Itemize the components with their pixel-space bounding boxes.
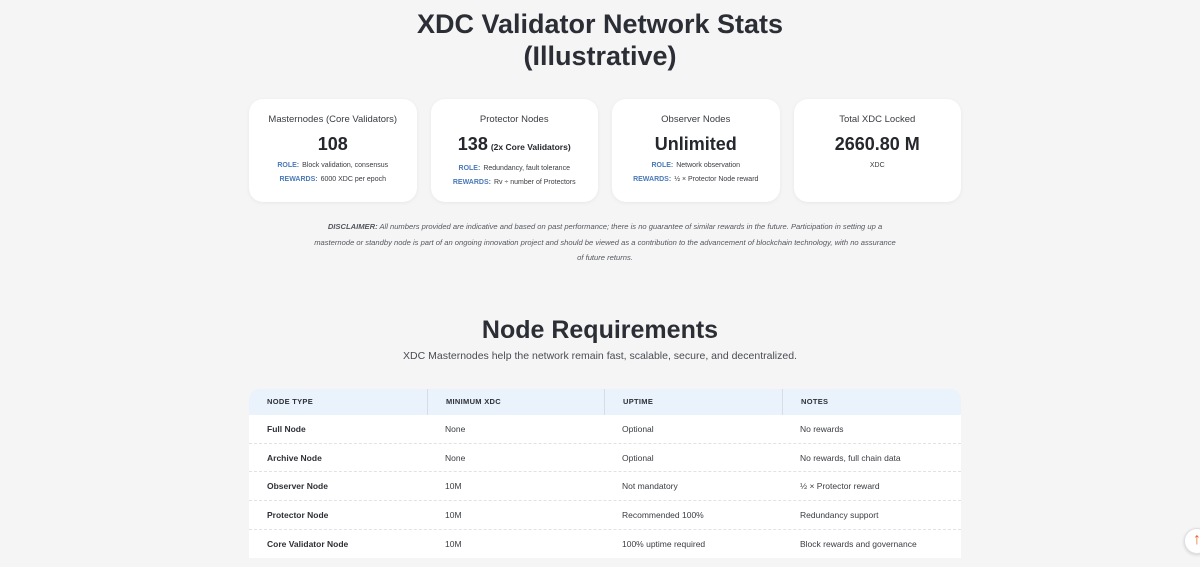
stat-label: Observer Nodes <box>661 114 731 125</box>
table-cell: 10M <box>445 509 462 520</box>
stat-role: ROLE: Network observation <box>612 161 780 170</box>
scroll-top-button[interactable]: ↑ <box>1184 528 1200 554</box>
table-cell: None <box>445 452 466 463</box>
table-cell: Archive Node <box>267 452 322 463</box>
table-cell: 10M <box>445 481 462 492</box>
table-cell: None <box>445 423 466 434</box>
stat-value: 138 <box>457 134 488 154</box>
table-cell: Block rewards and governance <box>800 539 917 550</box>
disclaimer-text: All numbers provided are indicative and … <box>314 222 896 262</box>
stat-card-observer-nodes: Observer Nodes Unlimited ROLE: Network ob… <box>612 99 780 202</box>
table-row: Observer Node 10M Not mandatory ½ × Prot… <box>249 472 961 502</box>
table-cell: Not mandatory <box>622 481 678 492</box>
role-text: Block validation, consensus <box>302 162 389 169</box>
table-cell: Full Node <box>267 423 306 434</box>
rewards-text: ½ × Protector Node reward <box>674 176 759 183</box>
table-row: Core Validator Node 10M 100% uptime requ… <box>249 530 961 559</box>
stat-label: Masternodes (Core Validators) <box>268 114 398 125</box>
table-cell: Optional <box>622 452 654 463</box>
rewards-key: REWARDS: <box>279 176 318 183</box>
table-cell: 10M <box>445 539 462 550</box>
stat-value-wrap: 138 (2x Core Validators) <box>431 133 599 158</box>
rewards-key: REWARDS: <box>633 176 672 183</box>
page-title: XDC Validator Network Stats (Illustrativ… <box>0 8 1200 72</box>
stats-cards: Masternodes (Core Validators) 108 ROLE: B… <box>249 99 961 202</box>
stat-role: ROLE: Redundancy, fault tolerance <box>431 164 599 173</box>
role-key: ROLE: <box>651 162 674 169</box>
table-cell: Redundancy support <box>800 509 879 520</box>
stat-rewards: REWARDS: ½ × Protector Node reward <box>612 175 780 184</box>
stat-unit: XDC <box>869 162 885 169</box>
table-cell: Optional <box>622 423 654 434</box>
requirements-table: NODE TYPE MINIMUM XDC UPTIME NOTES Full … <box>249 389 961 559</box>
stat-value-suffix: (2x Core Validators) <box>490 142 571 152</box>
stat-value: 108 <box>317 134 348 154</box>
role-text: Network observation <box>676 162 741 169</box>
page-title-line1: XDC Validator Network Stats <box>416 9 784 39</box>
stat-card-total-locked: Total XDC Locked 2660.80 M XDC <box>793 99 961 202</box>
stat-label: Protector Nodes <box>479 114 549 125</box>
table-cell: Protector Node <box>267 509 329 520</box>
stat-card-protector-nodes: Protector Nodes 138 (2x Core Validators) … <box>430 99 599 202</box>
column-header: NOTES <box>782 389 961 415</box>
section-subtitle: XDC Masternodes help the network remain … <box>403 350 797 362</box>
column-header: NODE TYPE <box>267 397 314 406</box>
table-cell: No rewards <box>800 423 844 434</box>
table-cell: Core Validator Node <box>267 539 349 550</box>
page-title-line2: (Illustrative) <box>523 41 677 71</box>
disclaimer: DISCLAIMER: All numbers provided are ind… <box>310 219 900 266</box>
table-cell: No rewards, full chain data <box>800 452 901 463</box>
table-row: Full Node None Optional No rewards <box>249 415 961 444</box>
stat-value: Unlimited <box>654 134 737 154</box>
table-cell: Observer Node <box>267 481 328 492</box>
section-title: Node Requirements <box>481 316 719 344</box>
column-header: UPTIME <box>604 389 782 415</box>
role-key: ROLE: <box>458 165 481 172</box>
stat-value: 2660.80 M <box>834 134 920 154</box>
role-key: ROLE: <box>277 162 300 169</box>
disclaimer-lead: DISCLAIMER: <box>327 222 378 231</box>
scroll-top-icon: ↑ <box>1193 531 1200 548</box>
stat-role: ROLE: Block validation, consensus <box>249 161 417 170</box>
table-cell: Recommended 100% <box>622 509 704 520</box>
column-header: MINIMUM XDC <box>427 389 604 415</box>
table-cell: 100% uptime required <box>622 539 706 550</box>
rewards-key: REWARDS: <box>452 179 491 186</box>
role-text: Redundancy, fault tolerance <box>483 165 570 172</box>
table-row: Protector Node 10M Recommended 100% Redu… <box>249 501 961 530</box>
stat-rewards: REWARDS: Rv ÷ number of Protectors <box>431 178 599 187</box>
rewards-text: 6000 XDC per epoch <box>320 176 386 183</box>
table-header: NODE TYPE MINIMUM XDC UPTIME NOTES <box>249 389 961 415</box>
stat-card-masternodes: Masternodes (Core Validators) 108 ROLE: B… <box>249 99 417 202</box>
rewards-text: Rv ÷ number of Protectors <box>493 179 576 186</box>
stat-rewards: REWARDS: 6000 XDC per epoch <box>249 175 417 184</box>
table-cell: ½ × Protector reward <box>800 481 880 492</box>
stat-label: Total XDC Locked <box>839 114 916 125</box>
table-row: Archive Node None Optional No rewards, f… <box>249 444 961 473</box>
